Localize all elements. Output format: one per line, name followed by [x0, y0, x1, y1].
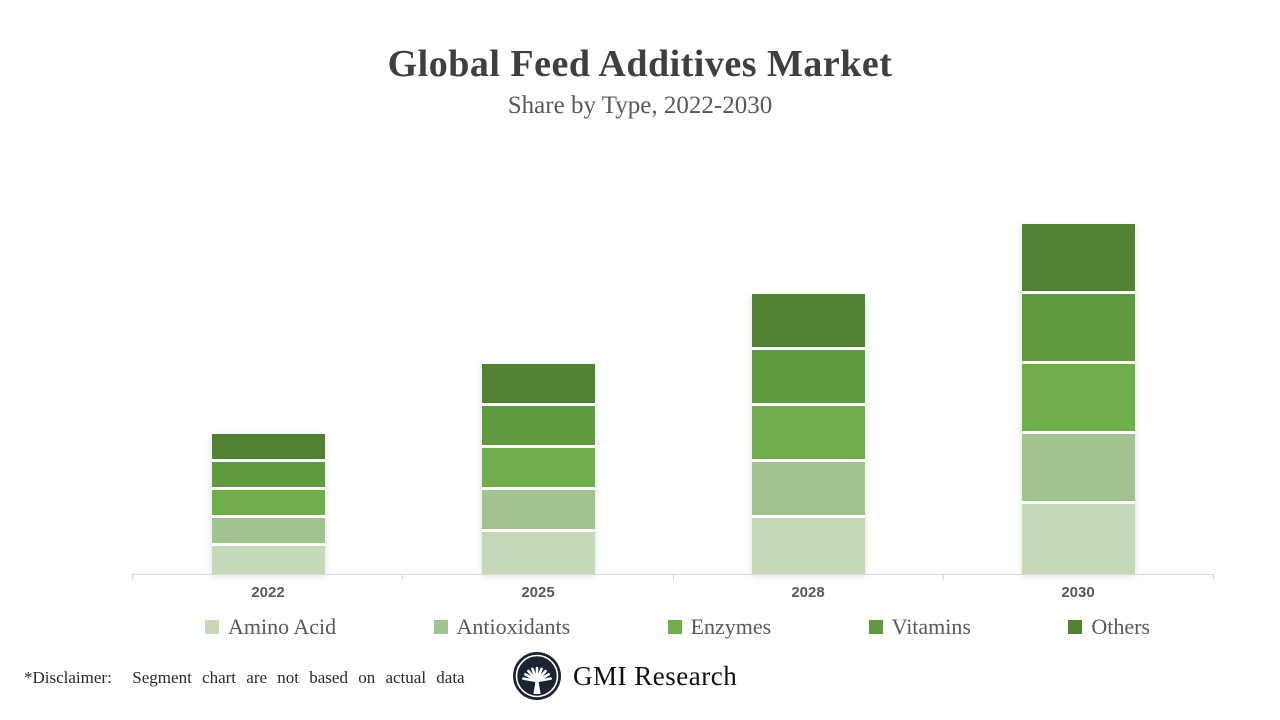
- segment-2022-others: [211, 434, 325, 462]
- segment-2030-amino-acid: [1021, 504, 1135, 574]
- brand-lockup: GMI Research: [512, 651, 737, 701]
- segment-2030-vitamins: [1021, 294, 1135, 364]
- gmi-logo-icon: [513, 652, 561, 700]
- x-axis-label-2022: 2022: [251, 584, 285, 601]
- segment-2022-amino-acid: [211, 546, 325, 574]
- segment-2028-enzymes: [751, 406, 865, 462]
- segment-2028-others: [751, 294, 865, 350]
- segment-2028-amino-acid: [751, 518, 865, 574]
- segment-2028-vitamins: [751, 350, 865, 406]
- x-axis-tick: [672, 574, 674, 580]
- chart-subtitle: Share by Type, 2022-2030: [507, 92, 773, 119]
- segment-2022-antioxidants: [211, 518, 325, 546]
- legend-swatch-enzymes: [667, 620, 682, 634]
- x-axis-label-2028: 2028: [791, 584, 825, 601]
- disclaimer-text: *Disclaimer: Segment chart are not based…: [24, 668, 465, 687]
- x-axis-tick: [942, 574, 944, 580]
- bar-2022: [211, 434, 325, 574]
- bar-2028: [751, 294, 865, 574]
- legend-item-antioxidants: Antioxidants: [433, 614, 571, 640]
- bar-2030: [1021, 224, 1135, 574]
- legend-item-enzymes: Enzymes: [667, 614, 772, 640]
- segment-2025-antioxidants: [481, 490, 595, 532]
- legend-label-vitamins: Vitamins: [891, 614, 971, 639]
- x-axis-tick: [1213, 574, 1214, 580]
- segment-2028-antioxidants: [751, 462, 865, 518]
- x-axis-tick: [402, 574, 404, 580]
- bar-2025: [481, 364, 595, 574]
- stacked-bar-chart: 2022 2025 2028 2030: [132, 148, 1214, 601]
- x-axis-label-2030: 2030: [1061, 584, 1095, 601]
- legend-label-enzymes: Enzymes: [690, 614, 772, 639]
- segment-2030-enzymes: [1021, 364, 1135, 434]
- chart-title: Global Feed Additives Market: [387, 43, 893, 85]
- legend-label-amino-acid: Amino Acid: [228, 614, 337, 639]
- segment-2030-others: [1021, 224, 1135, 294]
- legend-swatch-others: [1068, 620, 1083, 634]
- segment-2025-amino-acid: [481, 532, 595, 574]
- legend-item-amino-acid: Amino Acid: [205, 614, 336, 640]
- segment-2022-vitamins: [211, 462, 325, 490]
- legend: Amino Acid Antioxidants Enzymes Vitamins Oth…: [205, 614, 1150, 640]
- segment-2025-others: [481, 364, 595, 406]
- legend-item-vitamins: Vitamins: [868, 614, 971, 640]
- legend-swatch-antioxidants: [433, 620, 448, 634]
- legend-label-others: Others: [1091, 614, 1150, 639]
- segment-2025-vitamins: [481, 406, 595, 448]
- brand-name: GMI Research: [573, 660, 738, 691]
- segment-2030-antioxidants: [1021, 434, 1135, 504]
- legend-swatch-amino-acid: [205, 620, 219, 634]
- x-axis-tick: [132, 574, 133, 580]
- legend-label-antioxidants: Antioxidants: [456, 614, 571, 639]
- legend-item-others: Others: [1068, 614, 1150, 640]
- x-axis-label-2025: 2025: [521, 584, 555, 601]
- segment-2022-enzymes: [211, 490, 325, 518]
- legend-swatch-vitamins: [868, 620, 883, 634]
- segment-2025-enzymes: [481, 448, 595, 490]
